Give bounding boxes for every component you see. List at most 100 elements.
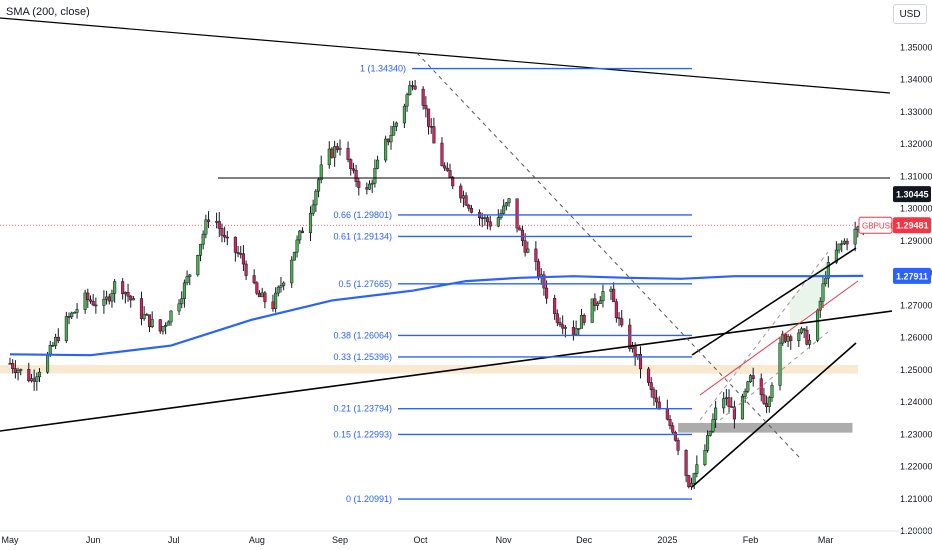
candle[interactable] (198, 243, 203, 256)
candle[interactable] (86, 292, 90, 301)
candle[interactable] (421, 88, 425, 106)
candle[interactable] (75, 309, 79, 313)
candle[interactable] (338, 148, 342, 150)
candle[interactable] (853, 228, 857, 245)
candle[interactable] (220, 228, 224, 236)
candle[interactable] (837, 243, 841, 251)
candle[interactable] (574, 328, 578, 335)
candle[interactable] (805, 329, 809, 345)
candle[interactable] (327, 148, 331, 166)
candle[interactable] (652, 389, 656, 399)
candle[interactable] (502, 205, 506, 214)
candle[interactable] (467, 204, 471, 209)
candle[interactable] (330, 148, 334, 158)
candle[interactable] (161, 326, 165, 332)
candle[interactable] (730, 406, 734, 408)
candle[interactable] (316, 179, 321, 192)
currency-selector[interactable]: USD (893, 4, 927, 24)
candle[interactable] (617, 317, 621, 320)
candle[interactable] (233, 236, 237, 253)
candle[interactable] (236, 252, 240, 254)
candle[interactable] (563, 327, 567, 329)
long-term-resistance-line[interactable] (0, 17, 891, 94)
candle[interactable] (346, 148, 350, 160)
candle[interactable] (609, 288, 613, 292)
candle[interactable] (818, 301, 822, 311)
candle[interactable] (314, 190, 318, 206)
channel-lower-line[interactable] (691, 342, 857, 488)
candle[interactable] (432, 126, 436, 144)
candle[interactable] (767, 397, 771, 407)
candle[interactable] (464, 195, 468, 206)
candle[interactable] (185, 276, 189, 284)
candle[interactable] (110, 293, 114, 302)
candle[interactable] (147, 314, 152, 328)
candle[interactable] (665, 409, 669, 420)
candle[interactable] (797, 332, 801, 341)
candle[interactable] (8, 363, 12, 365)
candle[interactable] (113, 281, 117, 294)
candle[interactable] (727, 397, 731, 407)
candle[interactable] (158, 319, 162, 332)
candle[interactable] (633, 345, 637, 358)
candle[interactable] (443, 165, 447, 169)
candle[interactable] (241, 253, 245, 265)
candle[interactable] (394, 122, 398, 127)
candle[interactable] (244, 263, 248, 276)
candle[interactable] (376, 159, 380, 169)
candle[interactable] (459, 185, 463, 199)
candle[interactable] (373, 168, 377, 184)
candle[interactable] (451, 176, 455, 187)
candle[interactable] (32, 378, 36, 382)
candle[interactable] (842, 240, 846, 244)
candle[interactable] (180, 298, 184, 305)
candle[interactable] (598, 300, 602, 304)
candle[interactable] (311, 204, 315, 214)
candle[interactable] (139, 298, 144, 319)
candle[interactable] (816, 309, 820, 341)
candle[interactable] (722, 398, 726, 409)
candle[interactable] (263, 292, 267, 303)
candle[interactable] (515, 198, 519, 229)
candle[interactable] (169, 310, 173, 323)
candle[interactable] (357, 181, 361, 188)
candle[interactable] (590, 298, 594, 323)
candle[interactable] (102, 298, 106, 306)
candle[interactable] (714, 407, 718, 420)
candle[interactable] (426, 108, 431, 127)
candle[interactable] (746, 381, 750, 392)
candle[interactable] (770, 385, 774, 398)
candle[interactable] (35, 376, 39, 382)
candle[interactable] (778, 342, 782, 386)
candle[interactable] (292, 251, 296, 261)
candle[interactable] (354, 170, 358, 182)
candle[interactable] (545, 287, 549, 299)
candle[interactable] (27, 369, 31, 382)
candle[interactable] (11, 363, 15, 369)
candle[interactable] (740, 396, 745, 420)
candle[interactable] (821, 283, 825, 302)
candle[interactable] (300, 230, 304, 234)
candle[interactable] (748, 375, 753, 383)
candle[interactable] (271, 301, 275, 309)
candle[interactable] (46, 354, 50, 373)
candle[interactable] (279, 285, 283, 288)
candle[interactable] (628, 324, 632, 350)
candle[interactable] (48, 344, 52, 355)
candle[interactable] (308, 213, 313, 234)
candle[interactable] (276, 286, 280, 294)
candle[interactable] (673, 432, 677, 441)
candle[interactable] (486, 217, 490, 223)
candle[interactable] (692, 473, 696, 484)
candle[interactable] (204, 219, 208, 235)
candle[interactable] (223, 235, 227, 238)
candle[interactable] (520, 229, 525, 242)
candle[interactable] (558, 322, 562, 326)
candle[interactable] (274, 292, 278, 309)
candle[interactable] (671, 425, 675, 433)
candle[interactable] (145, 314, 149, 316)
candle[interactable] (601, 291, 605, 302)
candle[interactable] (765, 403, 769, 407)
candle[interactable] (424, 105, 428, 110)
candle[interactable] (526, 248, 530, 253)
